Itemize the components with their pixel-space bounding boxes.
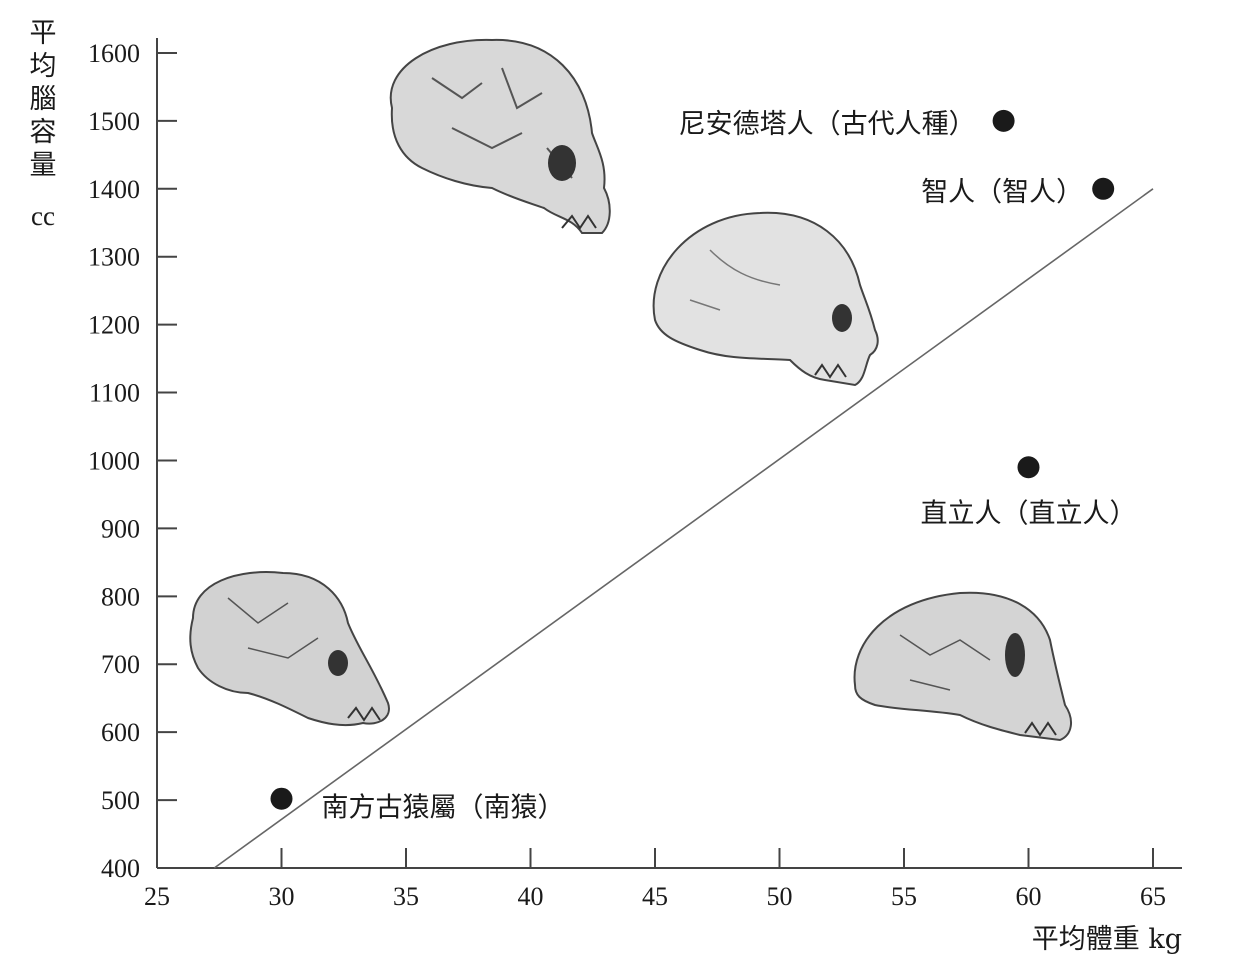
y-tick-label: 900 <box>101 514 140 543</box>
y-tick-label: 700 <box>101 650 140 679</box>
data-point-label: 尼安德塔人（古代人種） <box>679 109 976 140</box>
y-tick-label: 1200 <box>88 311 140 340</box>
x-axis-title: 平均體重 kg <box>1032 924 1182 955</box>
y-tick-label: 1400 <box>88 175 140 204</box>
trend-line <box>213 188 1154 869</box>
y-axis-unit: cc <box>31 201 55 231</box>
y-tick-label: 1500 <box>88 107 140 136</box>
y-axis-title-text: 平均腦容量 <box>30 18 57 181</box>
data-point-label: 智人（智人） <box>921 177 1083 208</box>
skull-erectus-icon <box>853 591 1072 742</box>
skull-sapiens-icon <box>652 211 879 387</box>
x-tick-label: 65 <box>1140 882 1166 911</box>
y-tick-label: 1100 <box>89 379 140 408</box>
x-tick-label: 55 <box>891 882 917 911</box>
y-tick-label: 1300 <box>88 243 140 272</box>
x-axis-ticks: 25 30 35 40 45 50 55 60 65 <box>144 848 1166 911</box>
x-tick-label: 35 <box>393 882 419 911</box>
x-tick-label: 60 <box>1016 882 1042 911</box>
y-tick-label: 1000 <box>88 446 140 475</box>
y-axis-ticks: 400 500 600 700 800 900 1000 1100 1200 1300 1400 15… <box>88 39 177 883</box>
data-point <box>992 109 1015 132</box>
y-axis-title: 平均腦容量 cc <box>30 18 57 231</box>
y-tick-label: 400 <box>101 854 140 883</box>
data-point <box>270 787 293 810</box>
skull-australopithecus-icon <box>189 571 390 727</box>
x-tick-label: 40 <box>518 882 544 911</box>
y-tick-label: 600 <box>101 718 140 747</box>
y-tick-label: 500 <box>101 786 140 815</box>
data-point-label: 南方古猿屬（南猿） <box>322 793 565 824</box>
x-tick-label: 25 <box>144 882 170 911</box>
y-tick-label: 800 <box>101 582 140 611</box>
skull-neanderthal-icon <box>389 38 611 234</box>
data-point <box>1092 177 1115 200</box>
data-point <box>1017 456 1040 479</box>
x-tick-label: 50 <box>767 882 793 911</box>
skull-illustrations <box>189 38 1072 742</box>
x-tick-label: 30 <box>269 882 295 911</box>
x-tick-label: 45 <box>642 882 668 911</box>
y-tick-label: 1600 <box>88 39 140 68</box>
data-points: 南方古猿屬（南猿） 直立人（直立人） 智人（智人） 尼安德塔人（古代人種） <box>270 109 1137 824</box>
data-point-label: 直立人（直立人） <box>921 498 1137 529</box>
